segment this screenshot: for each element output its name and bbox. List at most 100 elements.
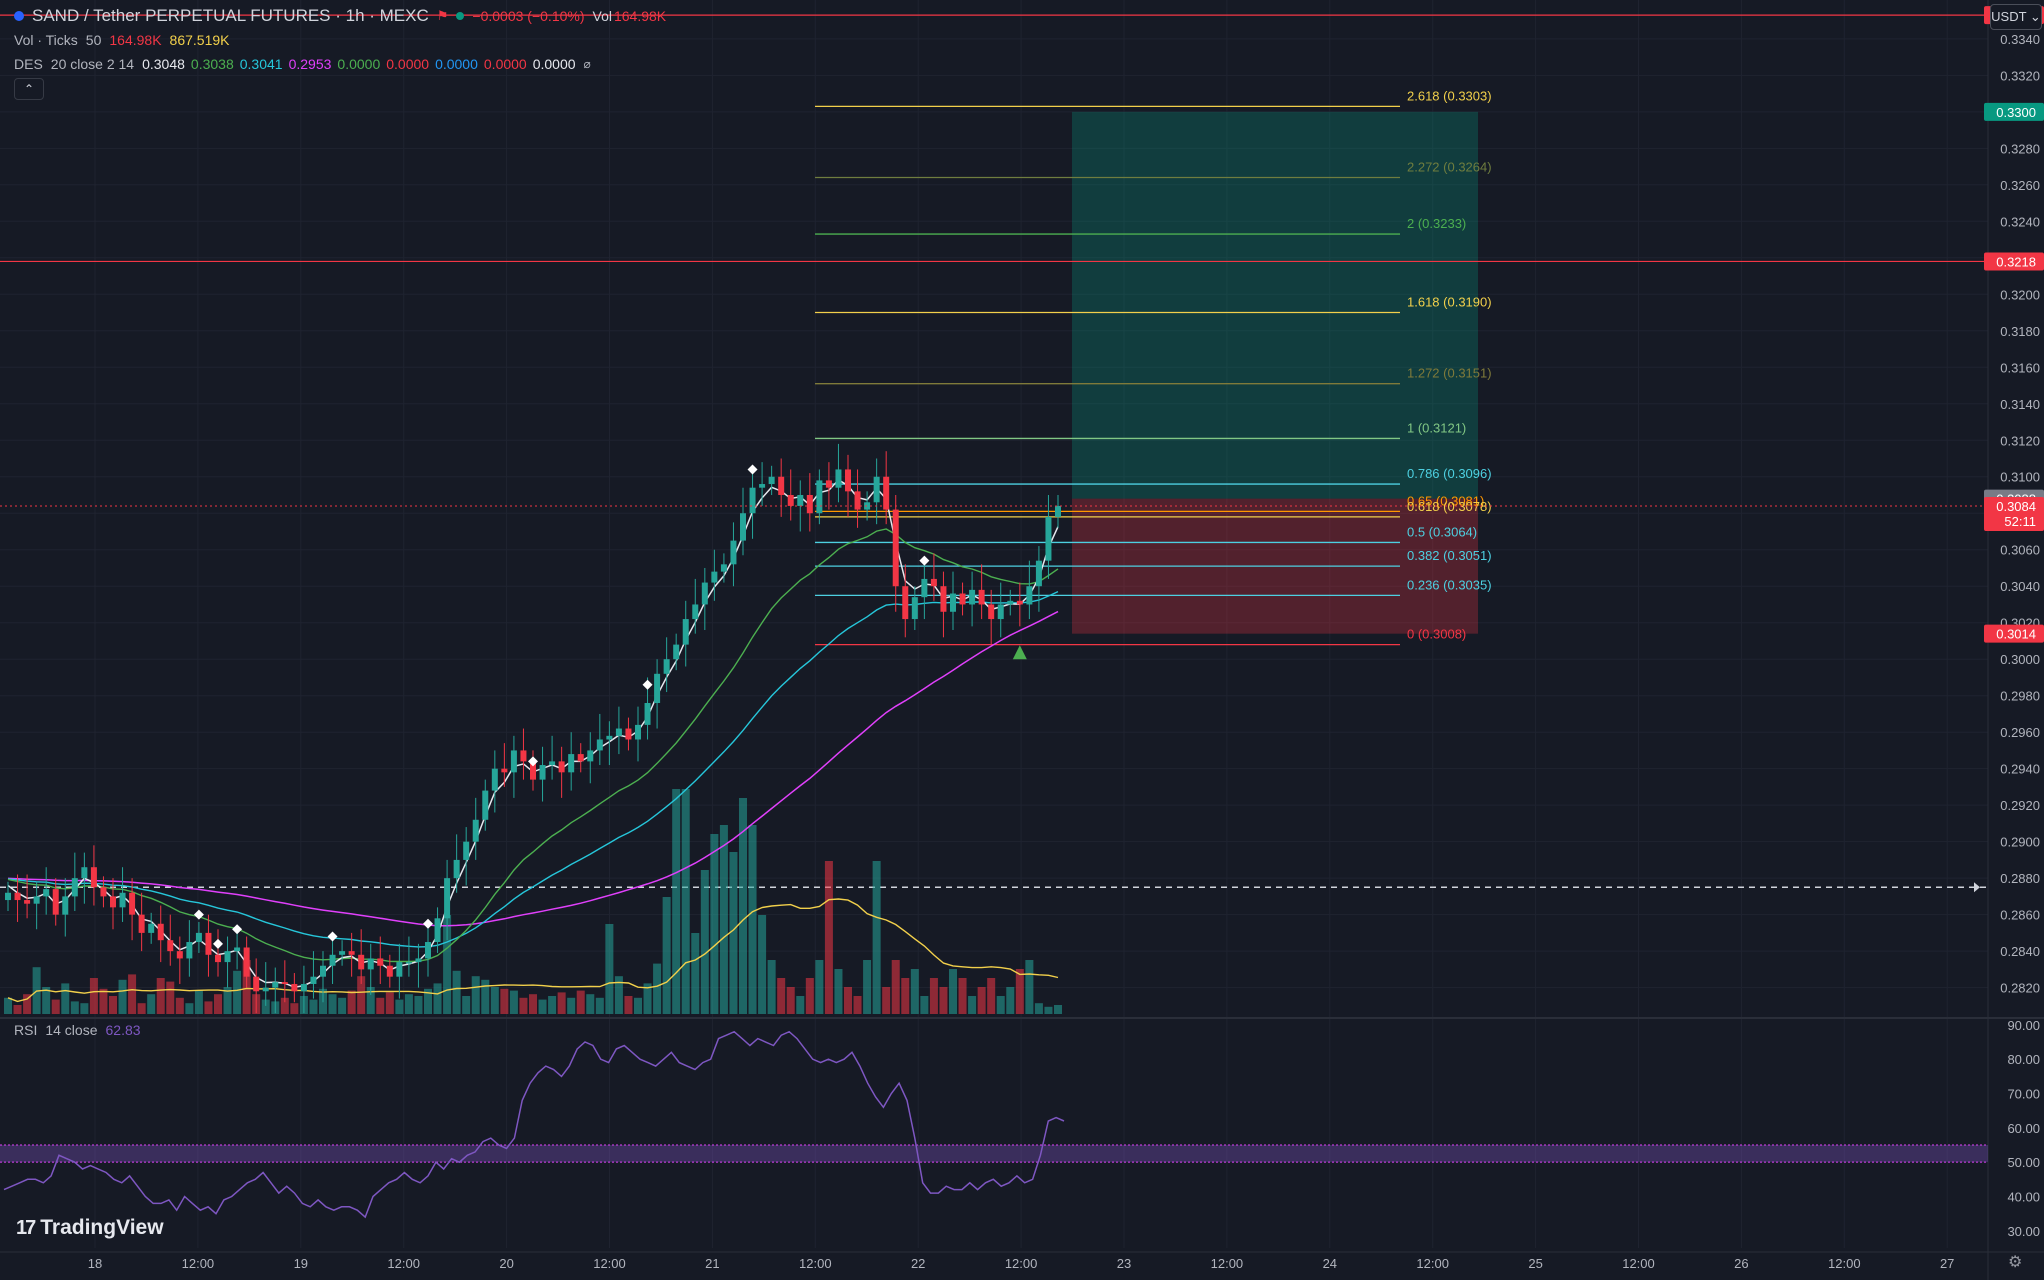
- candle-body: [845, 469, 851, 492]
- volume-bar: [557, 992, 566, 1014]
- volume-bar: [80, 1003, 89, 1014]
- candle-body: [577, 754, 584, 762]
- candle-body: [921, 578, 928, 598]
- des-value: 0.3048: [142, 56, 185, 72]
- price-axis-tick: 0.2920: [2000, 798, 2040, 813]
- volume-bar: [700, 870, 709, 1014]
- fib-level-label: 0.618 (0.3078): [1407, 499, 1492, 514]
- rsi-axis-tick: 60.00: [2007, 1121, 2040, 1136]
- fib-level-label: 2.272 (0.3264): [1407, 160, 1492, 175]
- des-value: 0.3038: [190, 56, 234, 72]
- symbol-title[interactable]: SAND / Tether PERPETUAL FUTURES · 1h · M…: [32, 6, 429, 25]
- candle-body: [539, 765, 546, 780]
- candle-body: [358, 954, 365, 970]
- des-value: 0.0000: [337, 56, 381, 72]
- volume-bar: [137, 1003, 146, 1014]
- candle-body: [1035, 560, 1042, 587]
- candle-body: [320, 965, 326, 977]
- volume-bar: [729, 852, 738, 1014]
- signal-diamond-icon: [213, 938, 223, 949]
- candle-body: [215, 954, 221, 963]
- price-axis-tick: 0.3120: [2000, 433, 2040, 448]
- time-axis-tick: 12:00: [593, 1256, 626, 1271]
- candle-body: [816, 480, 823, 514]
- volume-bar: [920, 996, 929, 1014]
- candle-body: [253, 976, 260, 992]
- volume-bar: [748, 825, 757, 1014]
- volume-bar: [548, 996, 557, 1014]
- volume-bar: [586, 994, 595, 1014]
- des-indicator-legend[interactable]: DES 20 close 2 14 0.3048 0.3038 0.3041 0.29…: [14, 56, 591, 72]
- volume-ma-line: [7, 898, 1059, 1003]
- candle-body: [1055, 505, 1061, 517]
- candle-body: [730, 540, 737, 565]
- candle-body: [902, 586, 909, 620]
- volume-bar: [471, 976, 480, 1014]
- price-axis-tick: 0.3100: [2000, 470, 2040, 485]
- volume-bar: [538, 999, 547, 1014]
- fib-level-label: 1.272 (0.3151): [1407, 366, 1492, 381]
- price-axis-tick: 0.2820: [2000, 981, 2040, 996]
- fib-level-label: 1 (0.3121): [1407, 420, 1466, 435]
- volume-bar: [958, 978, 967, 1014]
- volume-indicator-legend[interactable]: Vol · Ticks 50 164.98K 867.519K: [14, 32, 230, 48]
- line-end-arrow-icon: [1974, 882, 1980, 893]
- fib-level-label: 0.5 (0.3064): [1407, 524, 1477, 539]
- collapse-legend-button[interactable]: ⌃: [14, 78, 44, 100]
- candle-body: [558, 761, 565, 773]
- candle-body: [348, 951, 355, 955]
- currency-select[interactable]: USDT ⌄: [1990, 4, 2042, 30]
- candle-body: [444, 878, 451, 919]
- volume-bar: [786, 987, 795, 1014]
- candle-body: [778, 476, 785, 495]
- volume-bar: [529, 994, 537, 1014]
- gear-icon[interactable]: ⚙: [2008, 1254, 2023, 1271]
- volume-bar: [347, 990, 356, 1014]
- hidden-icon[interactable]: ⌀: [583, 57, 591, 71]
- time-axis-tick: 23: [1117, 1256, 1131, 1271]
- flag-icon[interactable]: ⚑: [436, 8, 449, 23]
- volume-bar: [949, 969, 957, 1014]
- volume-bar: [433, 983, 442, 1014]
- candle-body: [110, 896, 116, 908]
- volume-bar: [882, 987, 891, 1014]
- volume-bar: [395, 999, 404, 1014]
- candle-body: [749, 487, 756, 514]
- signal-diamond-icon: [642, 679, 653, 690]
- price-axis-tick: 0.3040: [2000, 579, 2040, 594]
- candle-body: [549, 761, 556, 766]
- candle-body: [1007, 600, 1014, 605]
- price-tag-label: 0.3014: [1996, 627, 2036, 642]
- candle-body: [759, 484, 766, 488]
- tradingview-logo[interactable]: 17 TradingView: [16, 1216, 164, 1240]
- signal-diamond-icon: [193, 909, 204, 920]
- time-axis-tick: 12:00: [799, 1256, 832, 1271]
- candle-body: [969, 589, 976, 605]
- price-tag: [1984, 102, 2044, 121]
- rsi-legend[interactable]: RSI 14 close 62.83: [14, 1022, 141, 1038]
- volume-bar: [261, 999, 270, 1014]
- candle-body: [835, 469, 842, 488]
- candle-body: [148, 923, 155, 933]
- candle-body: [329, 954, 336, 966]
- volume-bar: [901, 978, 910, 1014]
- candle-body: [654, 673, 661, 703]
- candle-body: [43, 889, 50, 897]
- volume-bar: [1025, 960, 1034, 1014]
- time-axis-tick: 12:00: [1622, 1256, 1655, 1271]
- volume-bar: [681, 789, 690, 1014]
- candle-body: [711, 571, 718, 583]
- fib-level-label: 2.618 (0.3303): [1407, 88, 1492, 103]
- volume-bar: [519, 997, 528, 1014]
- volume-bar: [404, 994, 413, 1014]
- candle-body: [339, 951, 346, 955]
- signal-diamond-icon: [232, 924, 243, 935]
- candle-body: [510, 750, 517, 773]
- countdown-label: 52:11: [2004, 514, 2036, 529]
- time-axis-tick: 18: [88, 1256, 102, 1271]
- candle-body: [997, 604, 1004, 620]
- des-value: 0.2953: [288, 56, 332, 72]
- fib-level-label: 1.618 (0.3190): [1407, 295, 1492, 310]
- price-axis-tick: 0.3340: [2000, 32, 2040, 47]
